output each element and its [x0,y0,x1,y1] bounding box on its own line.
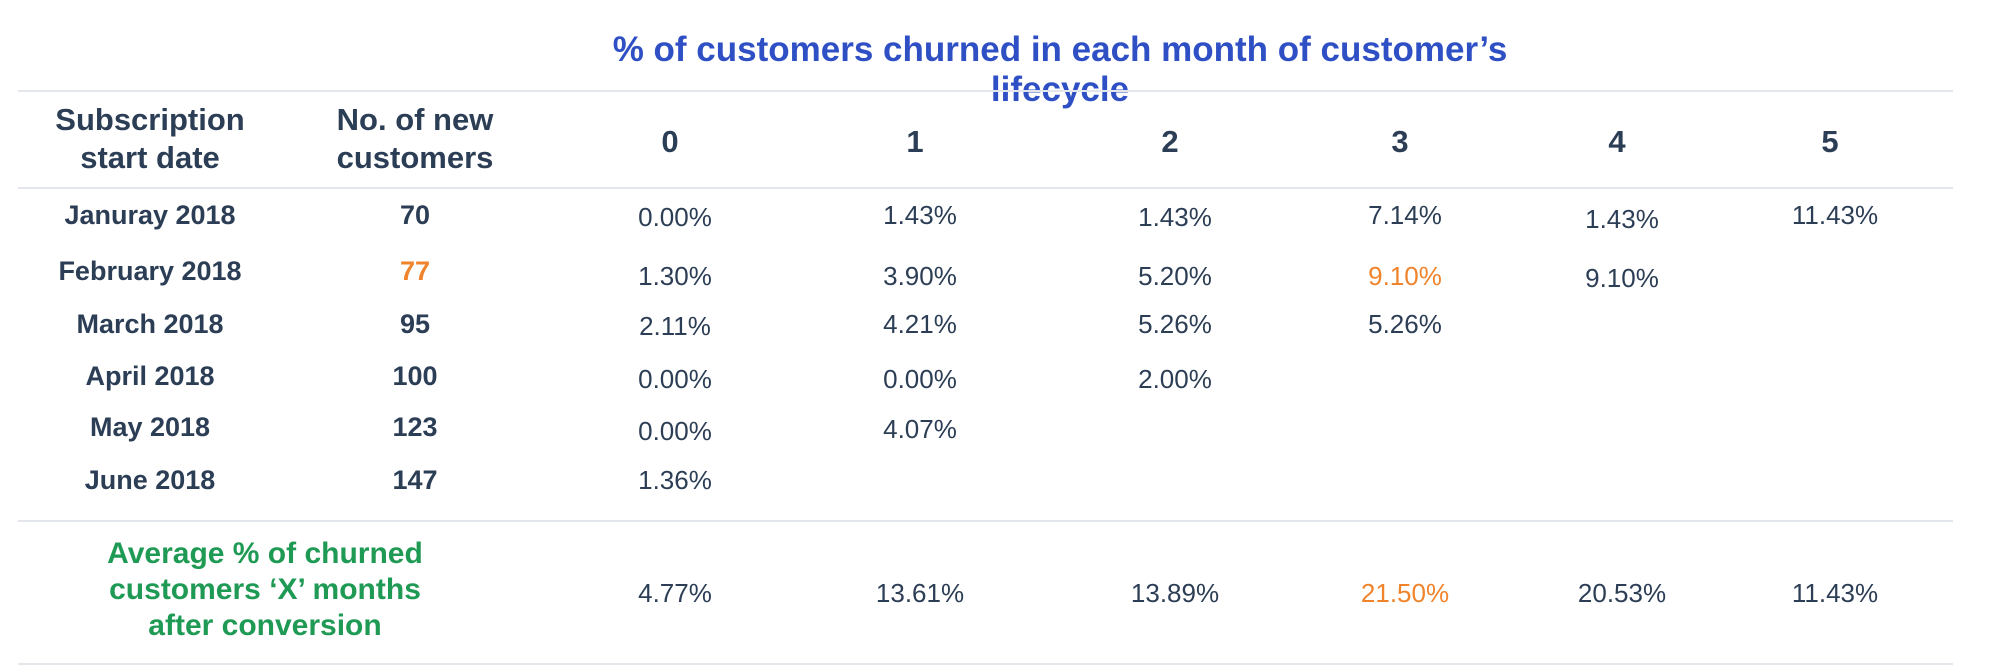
row-2-month-3: 5.26% [1368,309,1442,339]
header-customers-line2: customers [336,140,494,175]
row-0-date: Januray 2018 [64,200,236,230]
row-0-month-1: 1.43% [883,200,957,230]
row-0-month-0: 0.00% [638,202,712,232]
row-0-month-5: 11.43% [1791,200,1879,230]
average-month-4: 20.53% [1577,578,1667,608]
header-new-customers: No. of new customers [300,101,530,177]
row-1-month-2: 5.20% [1138,261,1212,291]
average-label: Average % of churned customers ‘X’ month… [60,536,470,644]
average-label-line1: Average % of churned [107,537,423,570]
header-month-3: 3 [1391,124,1409,159]
header-subscription-start-date: Subscription start date [20,101,280,177]
header-date-line2: start date [80,140,220,175]
row-0-month-3: 7.14% [1368,200,1442,230]
row-4-month-1: 4.07% [883,414,957,444]
average-month-1: 13.61% [875,578,965,608]
average-month-2: 13.89% [1130,578,1220,608]
header-month-4: 4 [1608,124,1626,159]
row-1-month-0: 1.30% [638,261,712,291]
row-3-customers: 100 [392,361,438,391]
title-divider [18,90,1953,92]
header-divider [18,187,1953,189]
row-1-month-3: 9.10% [1368,261,1442,291]
average-label-line3: after conversion [148,609,382,642]
average-month-5: 11.43% [1791,578,1879,608]
header-month-2: 2 [1161,124,1179,159]
row-5-month-0: 1.36% [638,465,712,495]
row-4-customers: 123 [392,412,438,442]
average-label-line2: customers ‘X’ months [109,573,421,606]
row-0-month-2: 1.43% [1138,202,1212,232]
row-5-date: June 2018 [84,465,216,495]
row-1-date: February 2018 [58,256,242,286]
row-4-date: May 2018 [89,412,211,442]
average-month-0: 4.77% [638,578,712,608]
header-customers-line1: No. of new [336,102,494,137]
header-month-1: 1 [906,124,924,159]
row-1-month-4: 9.10% [1585,263,1659,293]
row-0-customers: 70 [399,200,431,230]
header-month-5: 5 [1821,124,1839,159]
row-3-month-2: 2.00% [1138,364,1212,394]
row-1-month-1: 3.90% [883,261,957,291]
bottom-divider [18,663,1953,665]
row-2-date: March 2018 [76,309,224,339]
average-divider [18,520,1953,522]
row-3-month-0: 0.00% [638,364,712,394]
row-0-month-4: 1.43% [1585,204,1659,234]
header-date-line1: Subscription [55,102,245,137]
header-month-0: 0 [661,124,679,159]
row-3-month-1: 0.00% [883,364,957,394]
row-1-customers: 77 [399,256,431,286]
average-month-3: 21.50% [1360,578,1450,608]
row-5-customers: 147 [392,465,438,495]
row-2-month-2: 5.26% [1138,309,1212,339]
chart-title: % of customers churned in each month of … [612,30,1508,109]
row-2-month-0: 2.11% [639,311,711,341]
row-3-date: April 2018 [85,361,215,391]
row-2-month-1: 4.21% [883,309,957,339]
row-2-customers: 95 [399,309,431,339]
row-4-month-0: 0.00% [638,416,712,446]
